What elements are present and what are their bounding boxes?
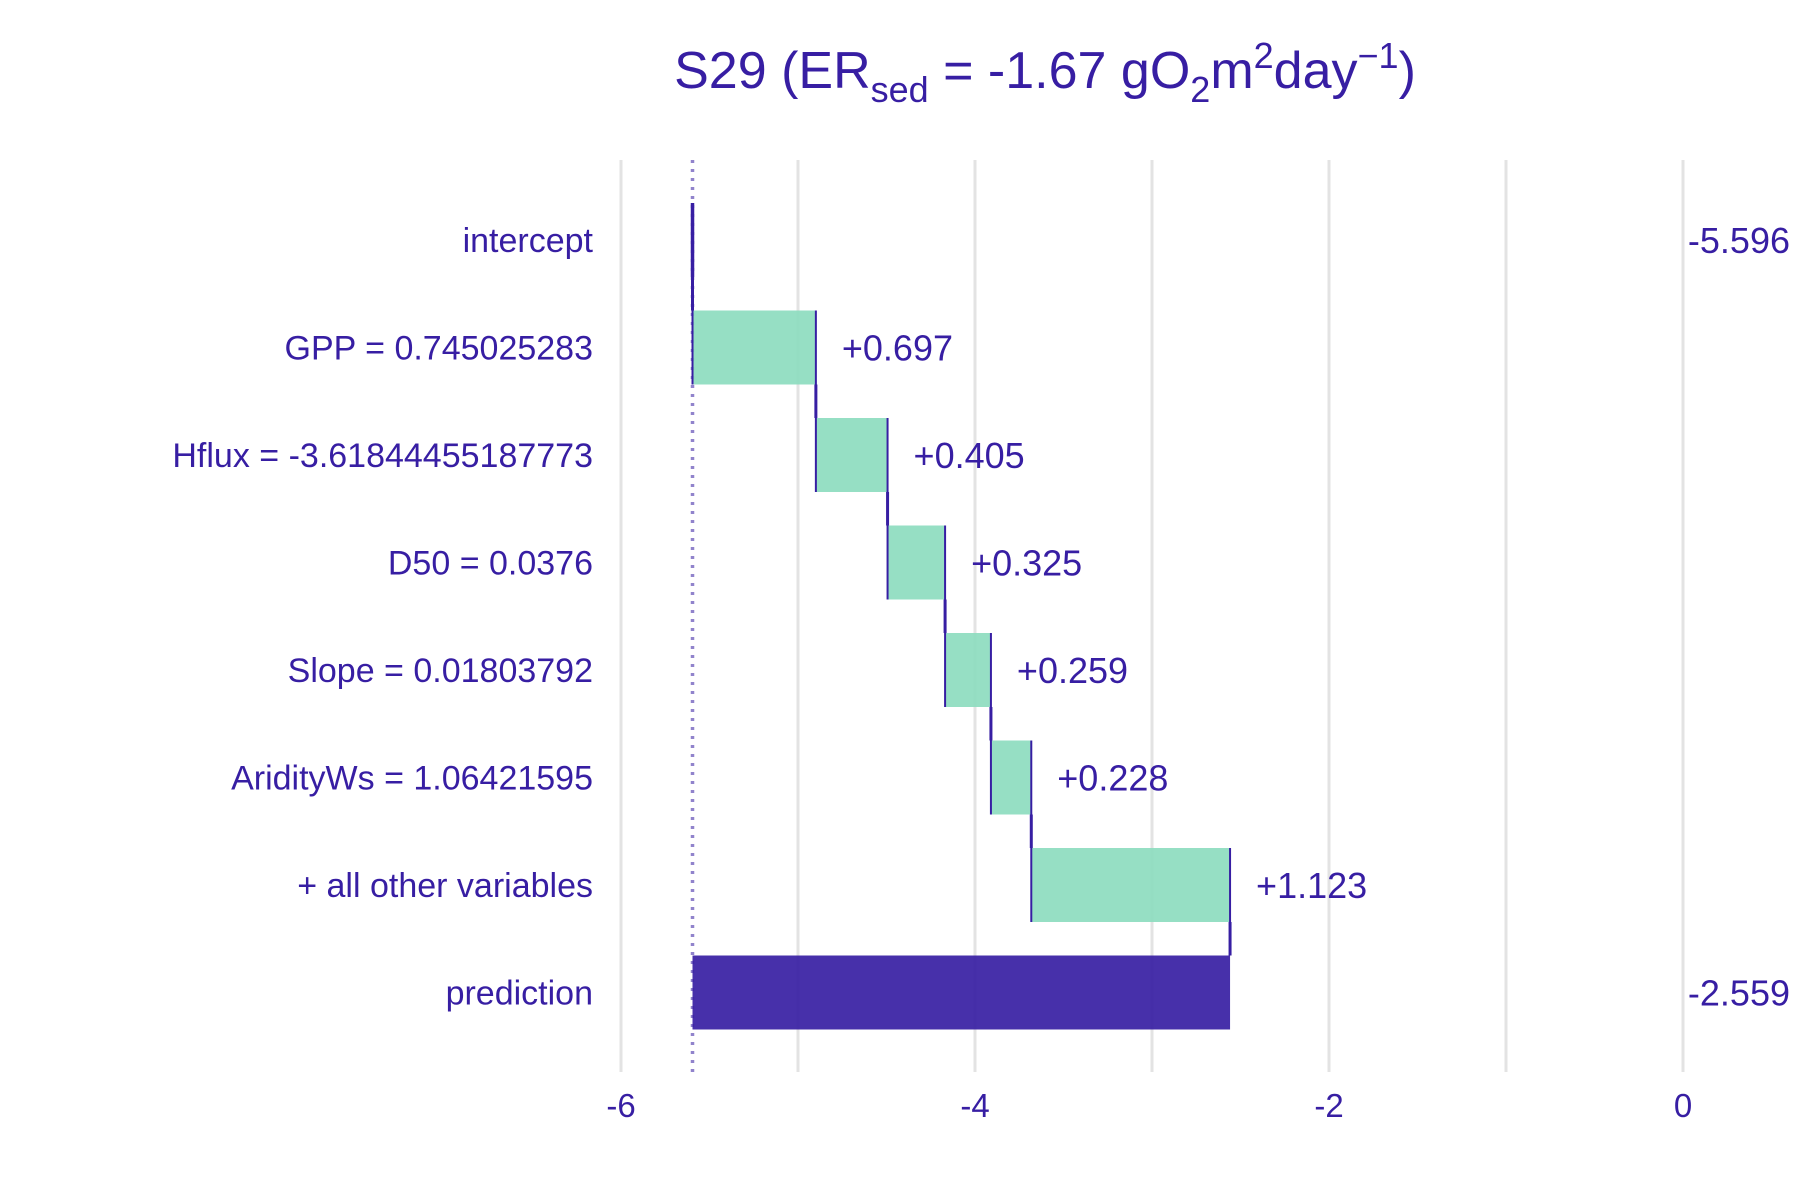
- chart-title: S29 (ERsed = -1.67 gO2m2day−1): [674, 35, 1416, 110]
- prediction-bar: [692, 955, 1231, 1030]
- x-tick-label: 0: [1674, 1087, 1692, 1124]
- intercept-value: -5.596: [1688, 220, 1790, 261]
- row-label: D50 = 0.0376: [388, 545, 593, 583]
- contribution-bar: [945, 633, 991, 707]
- row-label: Hflux = -3.61844455187773: [172, 437, 593, 475]
- bars: [690, 203, 1232, 1030]
- contribution-value: +0.259: [1017, 650, 1128, 691]
- contribution-value: +0.697: [842, 328, 953, 369]
- contribution-bar: [692, 310, 816, 385]
- row-labels: intercept GPP = 0.745025283 Hflux = -3.618…: [172, 222, 593, 1013]
- contribution-bar: [1031, 848, 1231, 922]
- contribution-value: +0.405: [914, 435, 1025, 476]
- x-tick-label: -2: [1314, 1087, 1343, 1124]
- contribution-value: +0.325: [971, 543, 1082, 584]
- row-label: prediction: [446, 975, 593, 1013]
- x-tick-label: -6: [606, 1087, 635, 1124]
- row-label: Slope = 0.01803792: [288, 652, 593, 690]
- contribution-value: +1.123: [1256, 865, 1367, 906]
- row-label: GPP = 0.745025283: [285, 330, 593, 368]
- contribution-bar: [887, 525, 946, 600]
- row-label: intercept: [463, 222, 594, 260]
- grid-lines: [619, 160, 1685, 1072]
- row-label: AridityWs = 1.06421595: [231, 760, 593, 798]
- contribution-value: +0.228: [1057, 758, 1168, 799]
- x-tick-label: -4: [960, 1087, 989, 1124]
- contribution-bar: [815, 418, 888, 492]
- prediction-value: -2.559: [1688, 973, 1790, 1014]
- row-label: + all other variables: [297, 867, 593, 905]
- contribution-bar: [990, 740, 1032, 815]
- value-labels: -5.596 +0.697 +0.405 +0.325 +0.259 +0.228 +1.1…: [842, 220, 1790, 1014]
- x-axis-ticks: -6 -4 -2 0: [606, 1087, 1692, 1124]
